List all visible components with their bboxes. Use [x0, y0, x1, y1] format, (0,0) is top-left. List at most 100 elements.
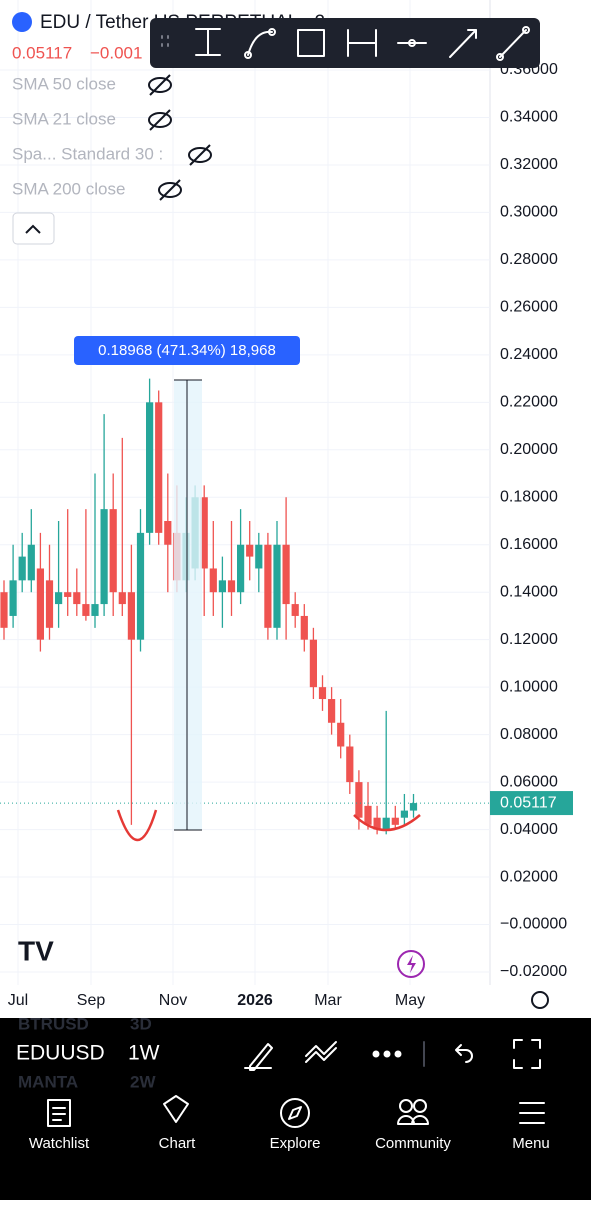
- y-tick-label: 0.18000: [500, 488, 558, 505]
- candle-body: [164, 521, 172, 545]
- symbol[interactable]: EDUUSD: [16, 1042, 105, 1065]
- annotation-arc: [353, 814, 421, 832]
- lightning-button[interactable]: [397, 950, 425, 978]
- y-tick-label: 0.08000: [500, 726, 558, 743]
- hide-icon[interactable]: [148, 77, 172, 93]
- x-tick-label: Sep: [77, 992, 106, 1009]
- candle-body: [337, 722, 345, 747]
- ghost-interval: 3D: [130, 1014, 152, 1033]
- y-tick-label: 0.34000: [500, 109, 558, 126]
- y-tick-label: 0.04000: [500, 821, 558, 838]
- candle-body: [328, 699, 336, 723]
- measure-area: [174, 380, 202, 830]
- y-tick-label: 0.30000: [500, 204, 558, 221]
- indicator-label: SMA 21 close: [12, 109, 116, 128]
- hide-slash: [149, 109, 171, 131]
- y-tick-label: −0.02000: [500, 963, 567, 980]
- chart-bg: [0, 0, 591, 1018]
- candle-body: [291, 604, 299, 616]
- ghost-symbol: MANTA: [18, 1072, 78, 1091]
- candle-body: [136, 532, 145, 640]
- y-tick-label: 0.24000: [500, 346, 558, 363]
- candle-body: [0, 592, 8, 628]
- candle-body: [9, 580, 17, 616]
- candle-body: [255, 544, 263, 569]
- candle-body: [18, 556, 26, 581]
- candle-body: [346, 746, 354, 783]
- y-tick-label: −0.00000: [500, 916, 567, 933]
- candle-body: [27, 544, 35, 581]
- candle-body: [127, 592, 135, 640]
- y-tick-label: 0.28000: [500, 251, 558, 268]
- hide-slash: [149, 74, 171, 96]
- tab-icons: [47, 1095, 545, 1128]
- settings-icon[interactable]: [531, 991, 549, 1009]
- x-tick-label: Mar: [314, 992, 342, 1009]
- candle-body: [36, 568, 44, 640]
- candle-body: [218, 580, 226, 593]
- y-tick-label: 0.12000: [500, 631, 558, 648]
- ghost-symbol: BTRUSD: [18, 1014, 89, 1033]
- candle-body: [146, 402, 154, 533]
- y-tick-label: 0.06000: [500, 773, 558, 790]
- x-tick-label: 2026: [237, 992, 273, 1009]
- candle-body: [155, 402, 163, 533]
- x-tick-label: Nov: [159, 992, 187, 1009]
- y-tick-label: 0.10000: [500, 678, 558, 695]
- y-tick-label: 0.14000: [500, 583, 558, 600]
- tab-label[interactable]: Explore: [270, 1135, 321, 1152]
- tab-label[interactable]: Chart: [159, 1135, 197, 1152]
- symbol-bar: [0, 1018, 591, 1090]
- candle-body: [273, 544, 281, 628]
- tab-label[interactable]: Menu: [512, 1135, 550, 1152]
- candle-body: [64, 592, 72, 597]
- candle-body: [300, 615, 308, 640]
- candle-body: [209, 568, 217, 593]
- measure-label-bg: [74, 336, 300, 365]
- candle-body: [373, 817, 381, 830]
- last-price-bg: [490, 791, 573, 816]
- candle-body: [200, 497, 208, 569]
- time-axis: Jul Sep Nov 2026 Mar May: [8, 992, 425, 1009]
- hide-icon[interactable]: [148, 112, 172, 128]
- candle-body: [55, 592, 63, 605]
- candle-body: [382, 817, 390, 830]
- grid: 0.360000.340000.320000.300000.280000.260…: [0, 0, 567, 985]
- toolbar-icons: [161, 26, 530, 61]
- candle-body: [91, 604, 99, 616]
- annotation-arc: [116, 809, 158, 842]
- indicator-label: SMA 50 close: [12, 74, 116, 93]
- candle-body: [364, 805, 372, 825]
- interval[interactable]: 1W: [128, 1042, 160, 1065]
- hide-icon[interactable]: [158, 182, 182, 198]
- collapse-button[interactable]: [12, 212, 55, 245]
- candle-body: [246, 544, 254, 557]
- hide-slash: [159, 179, 181, 201]
- candle-body: [118, 592, 126, 605]
- candle-body: [409, 803, 418, 811]
- candle-body: [109, 509, 117, 593]
- candle-body: [391, 817, 399, 825]
- hide-icon[interactable]: [188, 147, 212, 163]
- x-tick-label: May: [395, 992, 425, 1009]
- candle-body: [82, 604, 90, 616]
- candle-body: [237, 544, 245, 593]
- y-tick-label: 0.02000: [500, 868, 558, 885]
- candles: 0.05117: [0, 378, 573, 835]
- chevron: [25, 224, 41, 234]
- tab-label[interactable]: Watchlist: [29, 1135, 90, 1152]
- candle-body: [100, 509, 108, 605]
- y-tick-label: 0.32000: [500, 156, 558, 173]
- header-change: −0.001: [90, 43, 142, 62]
- measure-label: 0.18968 (471.34%) 18,968: [98, 342, 276, 359]
- indicator-label: SMA 200 close: [12, 179, 125, 198]
- lightning-icon: [407, 955, 416, 973]
- header-price: 0.05117: [12, 43, 72, 62]
- bar-icons: [244, 1039, 541, 1071]
- y-tick-label: 0.22000: [500, 394, 558, 411]
- candle-body: [45, 580, 54, 628]
- tab-label[interactable]: Community: [375, 1135, 451, 1152]
- candle-body: [309, 639, 317, 688]
